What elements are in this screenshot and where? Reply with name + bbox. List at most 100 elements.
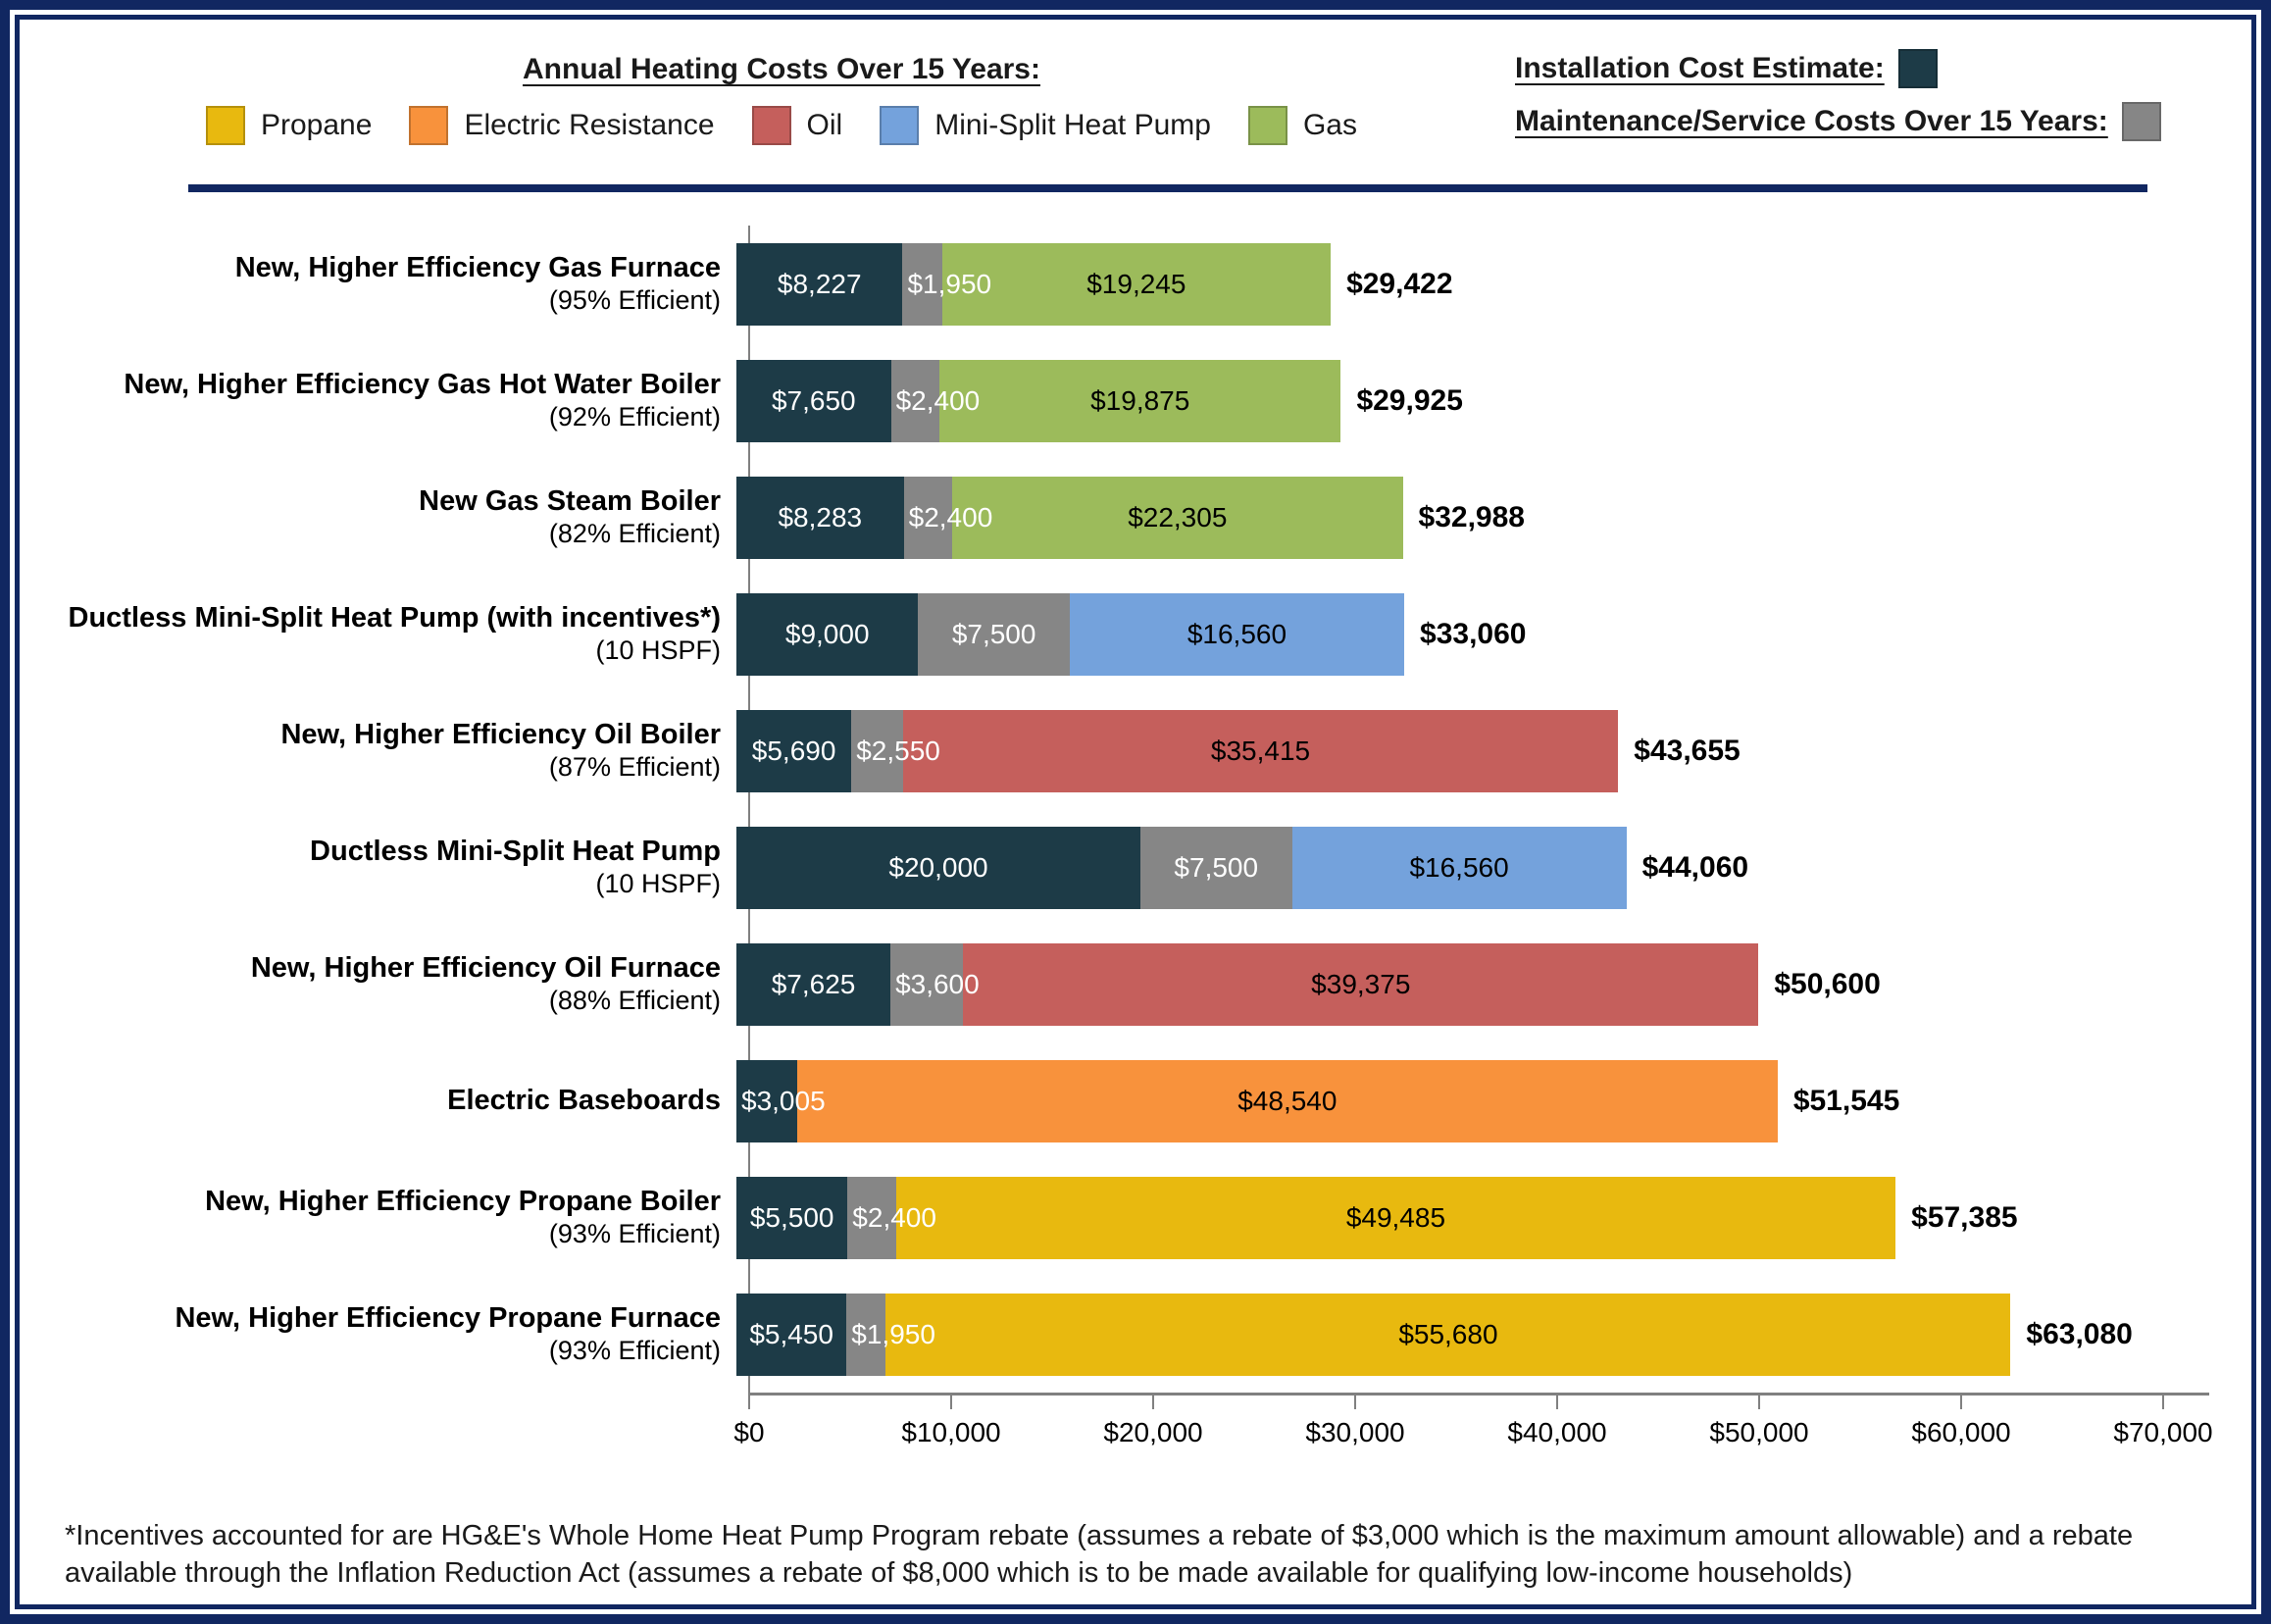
segment-value-label: $3,005 [741,1085,826,1116]
bar-wrap: $8,227 $1,950 $19,245 $29,422 [736,226,1453,342]
category-axis-line [748,226,750,1393]
installation-segment: $3,005 [736,1059,826,1142]
installation-segment: $20,000 [736,826,1140,909]
total-value-label: $29,925 [1356,383,1463,417]
bar-wrap: $7,650 $2,400 $19,875 $29,925 [736,342,1463,459]
legend-divider-rule [188,184,2147,192]
x-axis-tick [748,1396,750,1409]
stacked-bar: $9,000 $7,500 $16,560 [736,592,1405,676]
segment-value-label: $8,283 [778,501,863,533]
segment-value-label: $48,540 [1237,1085,1337,1116]
x-axis-tick [950,1396,952,1409]
x-axis-tick-label: $50,000 [1709,1417,1809,1447]
legend-maintenance-row: Maintenance/Service Costs Over 15 Years: [1515,102,2161,141]
category-label: New, Higher Efficiency Oil Boiler (87% Ef… [20,719,734,782]
gas-swatch [1247,106,1287,145]
total-value-label: $43,655 [1634,734,1741,767]
bar-wrap: $7,625 $3,600 $39,375 $50,600 [736,926,1881,1042]
segment-value-label: $16,560 [1186,618,1287,649]
installation-segment: $5,450 [736,1293,847,1376]
stacked-bar: $7,625 $3,600 $39,375 [736,942,1759,1026]
category-label: Ductless Mini-Split Heat Pump (10 HSPF) [20,836,734,898]
chart-rows: New, Higher Efficiency Gas Furnace (95% E… [20,226,2251,1393]
chart-panel: Annual Heating Costs Over 15 Years: Prop… [15,15,2256,1609]
legend-annual-title: Annual Heating Costs Over 15 Years: [523,53,1040,85]
category-label-main: New, Higher Efficiency Gas Hot Water Boi… [124,369,721,401]
legend-item-label: Propane [261,109,373,141]
chart-row: New, Higher Efficiency Gas Furnace (95% E… [20,226,2251,342]
category-label: New, Higher Efficiency Propane Furnace (9… [20,1302,734,1365]
bar-wrap: $5,690 $2,550 $35,415 $43,655 [736,692,1741,809]
legend-item-label: Oil [806,109,843,141]
x-axis-tick [1354,1396,1356,1409]
installation-swatch [1897,49,1938,88]
legend-fuel-group: Annual Heating Costs Over 15 Years: Prop… [206,53,1357,145]
category-label-sub: (82% Efficient) [548,518,721,548]
x-axis-tick-label: $30,000 [1305,1417,1405,1447]
chart-row: New, Higher Efficiency Propane Boiler (93… [20,1159,2251,1276]
total-value-label: $44,060 [1641,850,1749,884]
chart-row: New, Higher Efficiency Oil Furnace (88% E… [20,926,2251,1042]
fuel-segment: $49,485 [895,1176,1896,1259]
segment-value-label: $7,500 [951,618,1036,649]
footnote: *Incentives accounted for are HG&E's Who… [65,1520,2134,1589]
chart-row: New, Higher Efficiency Propane Furnace (9… [20,1276,2251,1393]
segment-value-label: $1,950 [907,268,992,299]
fuel-segment: $55,680 [885,1293,2011,1376]
oil-swatch [751,106,791,145]
stacked-bar-chart: New, Higher Efficiency Gas Furnace (95% E… [20,226,2251,1461]
legend-fuel-items: Propane Electric Resistance Oil Mini-Spl… [206,106,1357,145]
maintenance-segment: $3,600 [890,942,980,1026]
stacked-bar: $20,000 $7,500 $16,560 [736,826,1627,909]
segment-value-label: $7,650 [771,384,856,416]
segment-value-label: $19,875 [1090,384,1190,416]
category-label-main: New, Higher Efficiency Oil Furnace [250,952,721,985]
category-label: New, Higher Efficiency Oil Furnace (88% E… [20,952,734,1015]
chart-row: New, Higher Efficiency Oil Boiler (87% Ef… [20,692,2251,809]
maintenance-swatch [2121,102,2161,141]
category-label-sub: (93% Efficient) [548,1335,721,1365]
category-label-main: New, Higher Efficiency Propane Boiler [205,1186,721,1218]
category-label-main: New Gas Steam Boiler [419,485,721,518]
x-axis-tick-label: $70,000 [2113,1417,2213,1447]
x-axis-tick-label: $0 [733,1417,765,1447]
category-label-main: Ductless Mini-Split Heat Pump [310,836,721,868]
segment-value-label: $2,550 [856,735,940,766]
x-axis-tick-label: $40,000 [1507,1417,1607,1447]
maintenance-segment: $2,400 [847,1176,936,1259]
fuel-segment: $16,560 [1291,826,1627,909]
value-axis: $0 $10,000 $20,000 $30,000 $40,000 $50,000 $60… [733,1393,2213,1461]
category-label-main: Ductless Mini-Split Heat Pump (with ince… [68,602,722,634]
chart-row: Electric Baseboards $3,005 $48,540 $51,545 [20,1042,2251,1159]
x-axis-tick [1960,1396,1962,1409]
category-label-sub: (87% Efficient) [548,751,721,782]
stacked-bar: $7,650 $2,400 $19,875 [736,359,1341,442]
segment-value-label: $20,000 [888,851,988,883]
legend-item-oil: Oil [751,106,843,145]
segment-value-label: $35,415 [1210,735,1311,766]
segment-value-label: $5,500 [749,1201,834,1233]
fuel-segment: $48,540 [796,1059,1778,1142]
segment-value-label: $7,625 [771,968,856,999]
chart-row: Ductless Mini-Split Heat Pump (with ince… [20,576,2251,692]
segment-value-label: $7,500 [1174,851,1259,883]
stacked-bar: $5,450 $1,950 $55,680 [736,1293,2011,1376]
legend-cost-group: Installation Cost Estimate: Maintenance/… [1515,49,2161,141]
segment-value-label: $1,950 [851,1318,935,1349]
total-value-label: $29,422 [1346,267,1453,300]
segment-value-label: $39,375 [1311,968,1411,999]
maintenance-segment: $1,950 [902,242,991,326]
total-value-label: $50,600 [1774,967,1881,1000]
legend-item-label: Electric Resistance [464,109,715,141]
x-axis-tick-label: $20,000 [1103,1417,1203,1447]
category-label: New Gas Steam Boiler (82% Efficient) [20,485,734,548]
maintenance-segment: $7,500 [1140,826,1292,909]
x-axis-tick [2162,1396,2164,1409]
segment-value-label: $3,600 [895,968,980,999]
x-axis-tick [1758,1396,1760,1409]
mini-split-heat-pump-swatch [880,106,920,145]
x-axis-tick [1556,1396,1558,1409]
propane-swatch [206,106,245,145]
category-label: New, Higher Efficiency Gas Hot Water Boi… [20,369,734,431]
